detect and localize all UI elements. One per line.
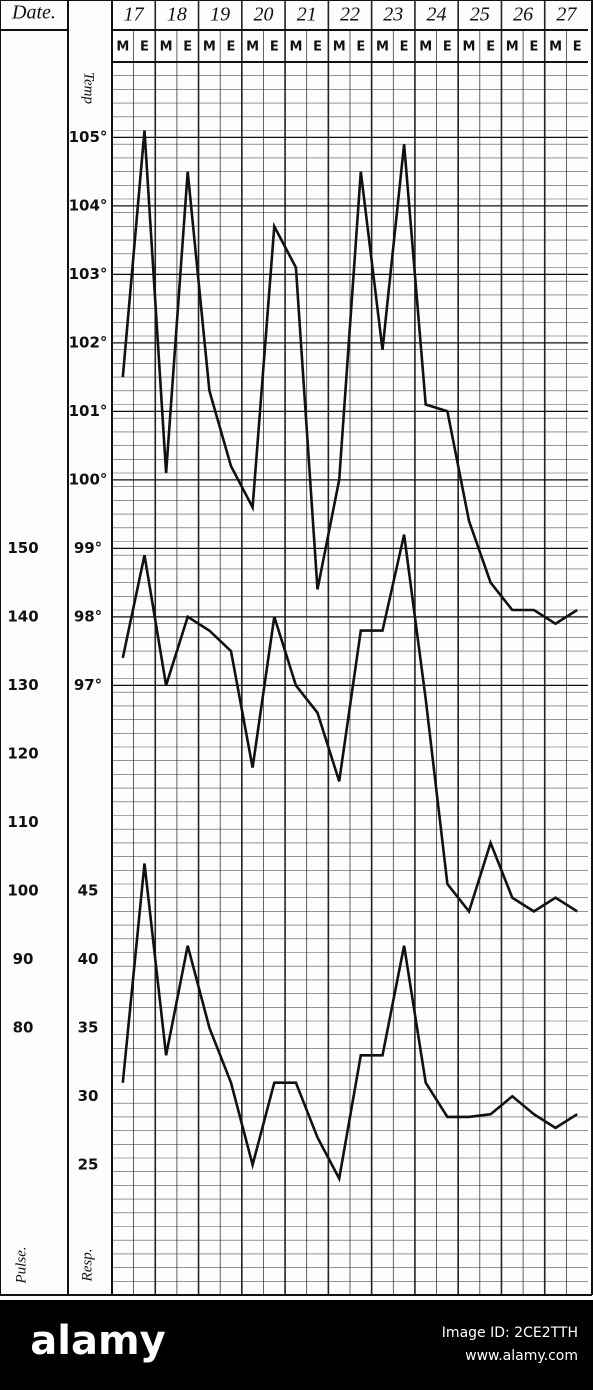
x-tick-label: E — [270, 40, 279, 55]
x-tick-label: E — [140, 40, 149, 55]
series-line — [121, 863, 578, 1183]
y-tick-label: 99° — [74, 539, 102, 557]
watermark-url: www.alamy.com — [465, 1348, 578, 1364]
date-label: 17 — [124, 4, 145, 26]
y2-tick-label: 90 — [13, 950, 34, 968]
y2-tick-label: 140 — [7, 607, 38, 625]
y3-tick-label: 35 — [78, 1018, 99, 1036]
date-label: 27 — [556, 4, 577, 26]
y-tick-label: 97° — [74, 676, 102, 694]
y2-tick-label: 130 — [7, 676, 38, 694]
x-tick-label: M — [160, 40, 173, 55]
y3-tick-label: 45 — [78, 881, 99, 899]
date-label: 20 — [253, 4, 273, 26]
x-tick-label: E — [400, 40, 409, 55]
y-tick-label: 105° — [69, 128, 108, 146]
y-tick-label: 102° — [69, 333, 108, 351]
date-label: 25 — [470, 4, 490, 26]
date-label: 24 — [427, 4, 447, 26]
watermark-brand: alamy — [30, 1318, 165, 1364]
x-tick-label: M — [246, 40, 259, 55]
y3-tick-label: 40 — [78, 950, 99, 968]
x-tick-label: M — [333, 40, 346, 55]
x-tick-label: E — [313, 40, 322, 55]
y2-tick-label: 110 — [7, 813, 38, 831]
date-label: 22 — [340, 4, 360, 26]
x-tick-label: E — [486, 40, 495, 55]
x-tick-label: M — [376, 40, 389, 55]
y-tick-label: 103° — [69, 265, 108, 283]
watermark-id: Image ID: 2CE2TTH — [442, 1325, 578, 1341]
y3-tick-label: 25 — [78, 1155, 99, 1173]
y2-tick-label: 80 — [13, 1018, 34, 1036]
y3-tick-label: 30 — [78, 1087, 99, 1105]
x-tick-label: E — [356, 40, 365, 55]
y-tick-label: 101° — [69, 402, 108, 420]
y-axis-label: Temp — [81, 72, 97, 104]
x-tick-label: M — [463, 40, 476, 55]
x-tick-label: M — [506, 40, 519, 55]
x-tick-label: M — [203, 40, 216, 55]
x-tick-label: M — [419, 40, 432, 55]
x-tick-label: M — [289, 40, 302, 55]
series-line — [121, 534, 578, 915]
x-tick-label: E — [573, 40, 582, 55]
y-tick-label: 98° — [74, 607, 102, 625]
x-tick-label: M — [116, 40, 129, 55]
x-tick-label: E — [227, 40, 236, 55]
date-label: 19 — [210, 4, 230, 26]
x-tick-label: E — [529, 40, 538, 55]
y2-tick-label: 100 — [7, 881, 38, 899]
y-tick-label: 104° — [69, 196, 108, 214]
y3-axis-label: Resp. — [79, 1249, 95, 1283]
date-label: 26 — [513, 4, 533, 26]
y2-tick-label: 150 — [7, 539, 38, 557]
y2-tick-label: 120 — [7, 744, 38, 762]
series-line — [121, 130, 578, 626]
date-label: 23 — [383, 4, 403, 26]
date-label: 18 — [167, 4, 187, 26]
x-tick-label: E — [443, 40, 452, 55]
x-tick-label: M — [549, 40, 562, 55]
watermark-bar — [0, 1300, 593, 1390]
y-tick-label: 100° — [69, 470, 108, 488]
date-label: 21 — [297, 4, 317, 26]
paper — [0, 0, 593, 1300]
x-axis-label: Date. — [11, 2, 56, 24]
x-tick-label: E — [183, 40, 192, 55]
y2-axis-label: Pulse. — [13, 1246, 29, 1284]
